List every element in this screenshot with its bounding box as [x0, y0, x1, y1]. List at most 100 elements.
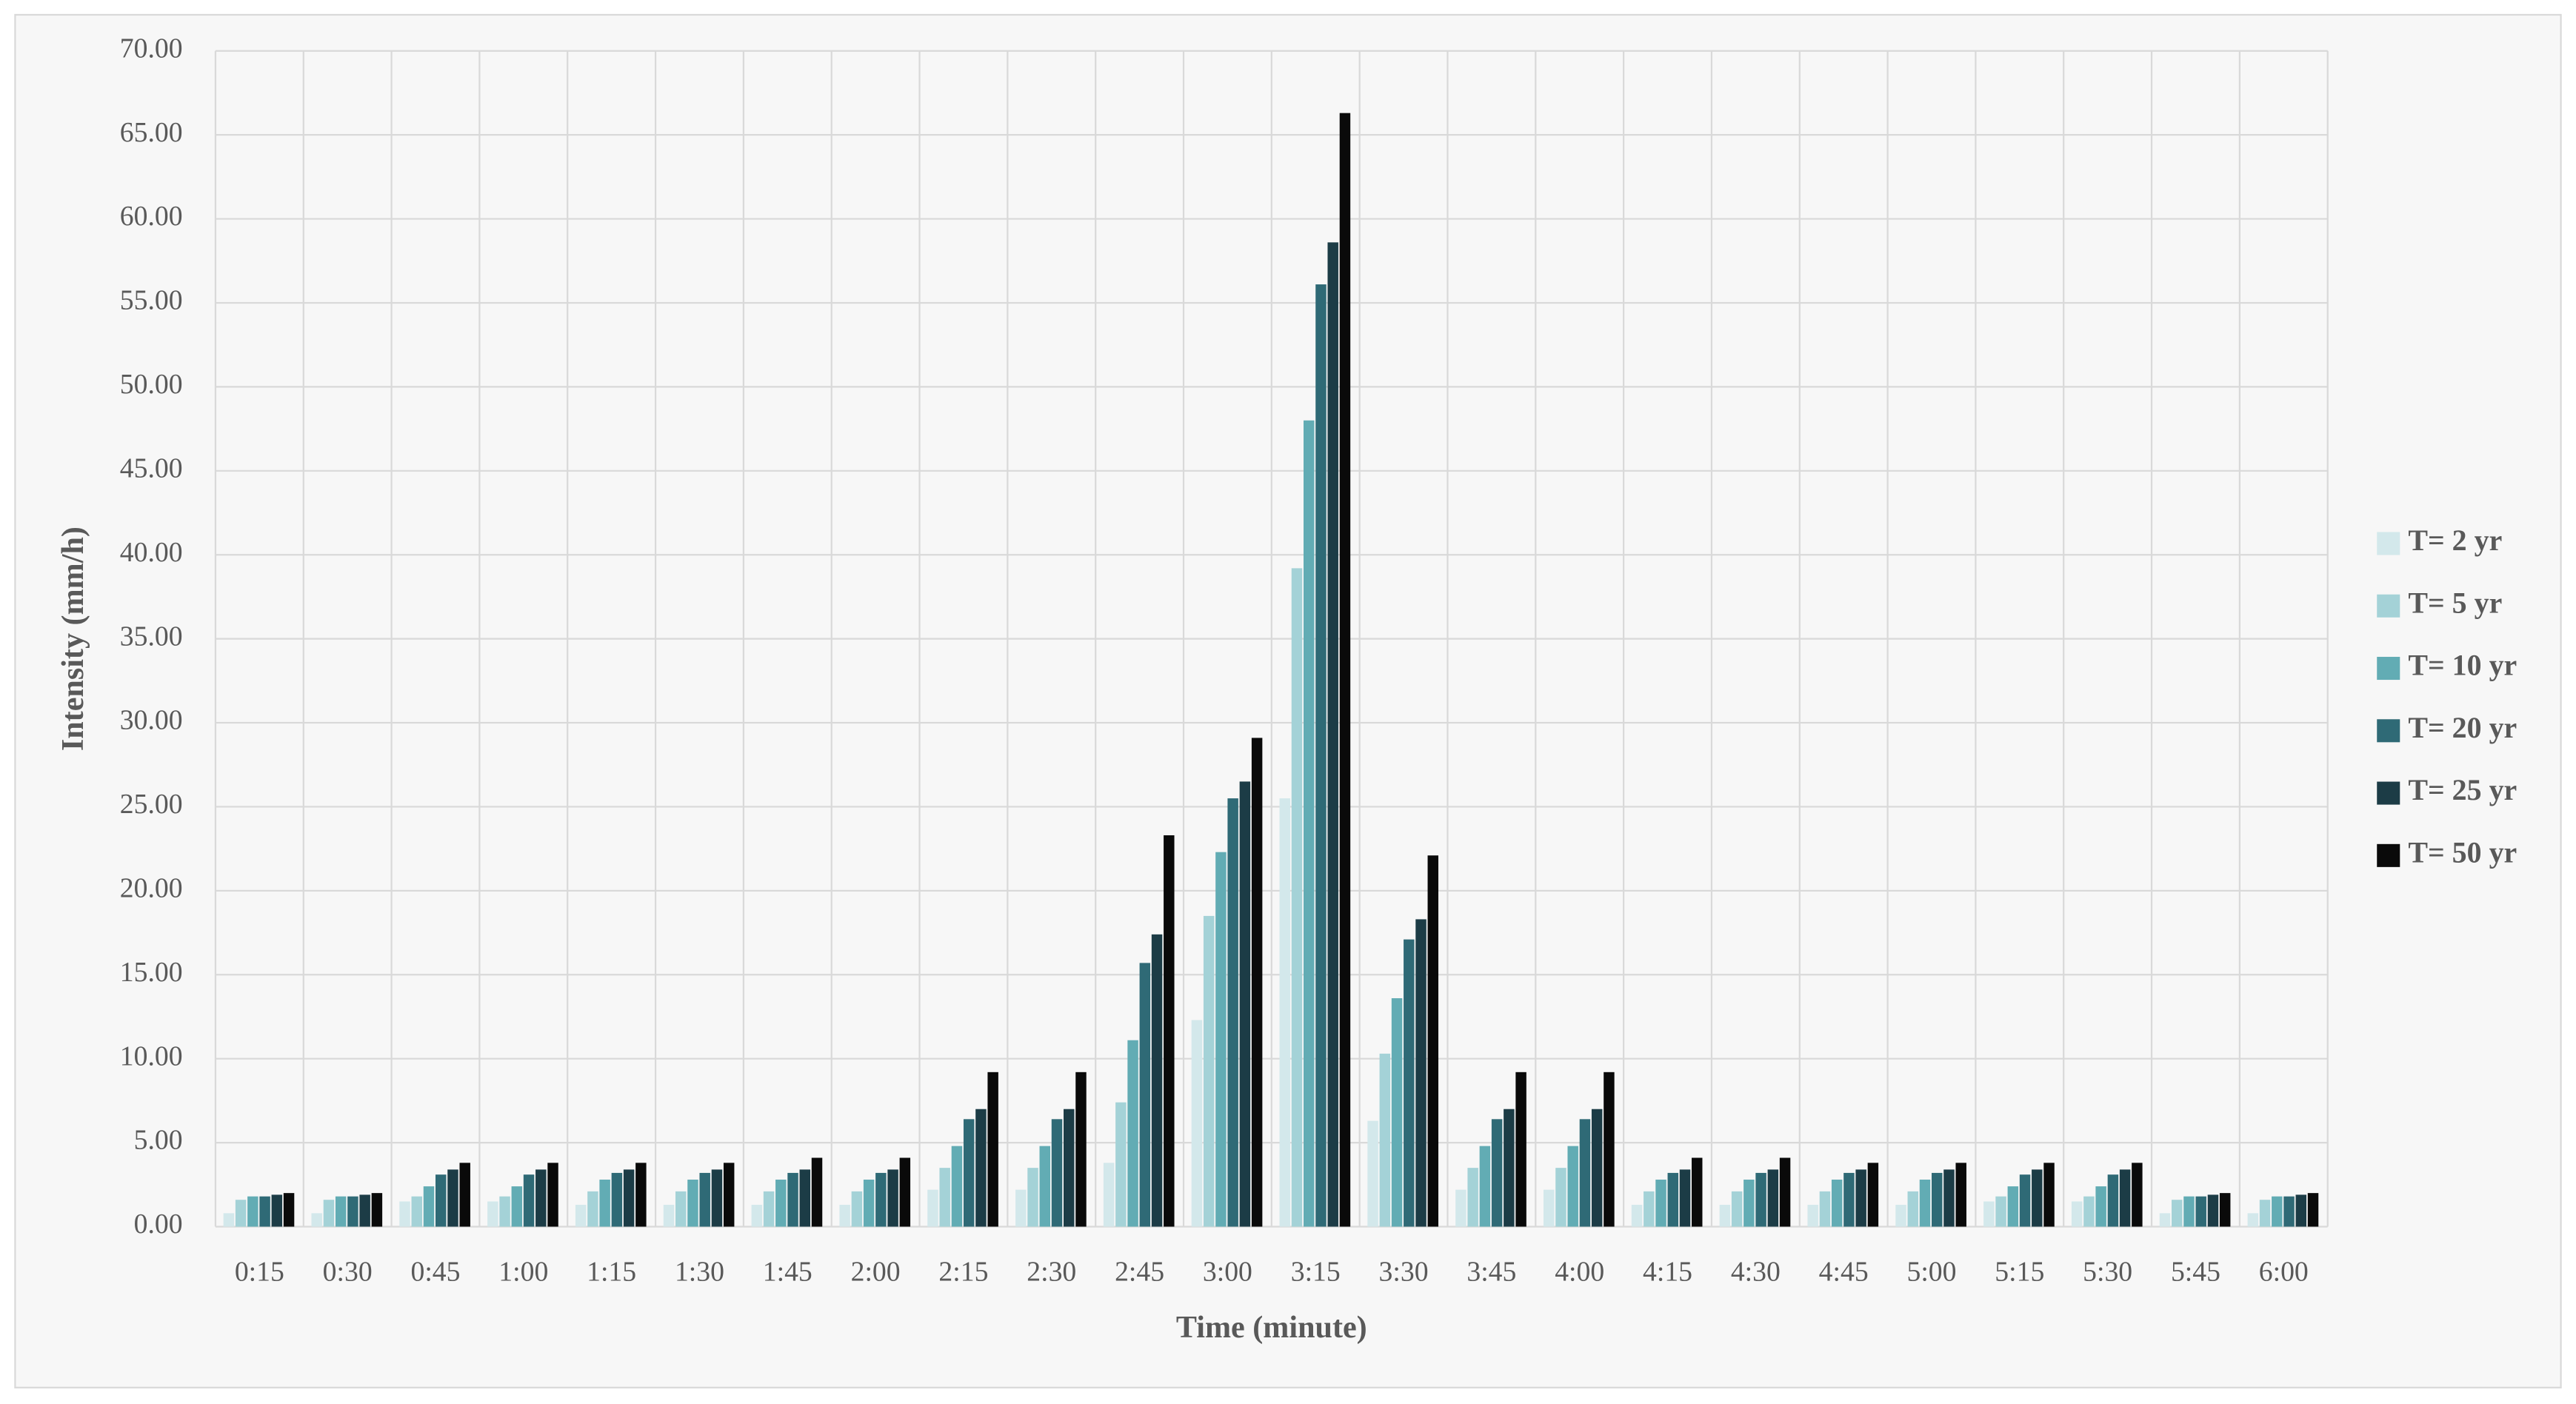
bar: [1075, 1072, 1087, 1227]
bar: [1755, 1172, 1766, 1227]
bar: [235, 1200, 247, 1227]
bar: [1303, 420, 1315, 1227]
bar: [1995, 1196, 2006, 1227]
bar: [699, 1172, 710, 1227]
bar: [399, 1201, 410, 1227]
bar: [635, 1163, 647, 1227]
legend-swatch: [2377, 657, 2400, 681]
legend-swatch: [2377, 532, 2400, 555]
bar: [1932, 1172, 1943, 1227]
bar: [1455, 1189, 1466, 1227]
bar: [1943, 1169, 1955, 1227]
bar: [775, 1179, 787, 1227]
bar: [975, 1109, 987, 1227]
bar: [1215, 852, 1227, 1227]
bar: [675, 1191, 687, 1227]
bar: [1567, 1146, 1578, 1227]
bar: [1164, 835, 1175, 1227]
bar: [1115, 1102, 1127, 1227]
y-tick-label: 35.00: [120, 621, 183, 652]
bar: [283, 1193, 295, 1227]
bar: [436, 1174, 447, 1227]
x-tick-label: 1:00: [498, 1256, 548, 1287]
bar: [1655, 1179, 1666, 1227]
bar: [2083, 1196, 2095, 1227]
bar: [1867, 1163, 1879, 1227]
bar: [927, 1189, 938, 1227]
bar: [2032, 1169, 2043, 1227]
x-tick-label: 5:15: [1995, 1256, 2044, 1287]
bar: [687, 1179, 698, 1227]
bar: [1807, 1205, 1818, 1227]
bar: [2132, 1163, 2143, 1227]
x-tick-label: 0:30: [323, 1256, 373, 1287]
bar: [223, 1213, 235, 1227]
legend-swatch: [2377, 843, 2400, 867]
bar: [1404, 939, 1415, 1227]
bar: [1543, 1189, 1555, 1227]
y-tick-label: 70.00: [120, 33, 183, 64]
bar: [863, 1179, 875, 1227]
x-tick-label: 0:15: [235, 1256, 284, 1287]
bar: [2007, 1186, 2019, 1227]
y-tick-label: 25.00: [120, 789, 183, 820]
bar: [2307, 1193, 2319, 1227]
bar: [1291, 568, 1303, 1227]
bar: [1203, 915, 1215, 1227]
bar: [2171, 1200, 2183, 1227]
bar: [899, 1157, 911, 1227]
bar: [851, 1191, 863, 1227]
bar: [1367, 1120, 1378, 1227]
bar: [2159, 1213, 2171, 1227]
legend-swatch: [2377, 719, 2400, 743]
bar: [611, 1172, 623, 1227]
legend-label: T= 25 yr: [2408, 773, 2517, 806]
bar: [1251, 738, 1263, 1227]
bar: [423, 1186, 435, 1227]
bar: [1679, 1169, 1691, 1227]
bar: [311, 1213, 322, 1227]
bar: [535, 1169, 547, 1227]
bar: [2183, 1196, 2195, 1227]
y-tick-label: 45.00: [120, 452, 183, 484]
bar: [1127, 1040, 1138, 1227]
bar: [963, 1119, 975, 1227]
bar: [1731, 1191, 1743, 1227]
x-tick-label: 4:00: [1555, 1256, 1604, 1287]
bar: [1719, 1205, 1731, 1227]
bar: [1051, 1119, 1063, 1227]
x-tick-label: 3:30: [1379, 1256, 1429, 1287]
bar: [2071, 1201, 2083, 1227]
bar: [1895, 1205, 1906, 1227]
y-tick-label: 20.00: [120, 873, 183, 904]
x-tick-label: 5:30: [2083, 1256, 2132, 1287]
y-tick-label: 65.00: [120, 117, 183, 148]
bar: [1631, 1205, 1643, 1227]
bar: [1103, 1163, 1115, 1227]
y-tick-label: 50.00: [120, 369, 183, 400]
y-tick-label: 5.00: [134, 1125, 183, 1156]
bar: [1027, 1168, 1038, 1227]
bar: [2247, 1213, 2259, 1227]
bar: [1744, 1179, 1755, 1227]
x-tick-label: 3:15: [1291, 1256, 1341, 1287]
y-tick-label: 0.00: [134, 1209, 183, 1240]
bar: [1379, 1053, 1391, 1227]
bar: [723, 1163, 735, 1227]
y-tick-label: 55.00: [120, 285, 183, 316]
bar: [499, 1196, 510, 1227]
bar: [1427, 855, 1439, 1227]
legend-label: T= 50 yr: [2408, 835, 2517, 869]
bar: [575, 1205, 587, 1227]
bar: [799, 1169, 811, 1227]
bar: [763, 1191, 775, 1227]
bar: [1843, 1172, 1855, 1227]
bar: [1579, 1119, 1591, 1227]
bar: [1391, 998, 1403, 1227]
bar: [2195, 1196, 2206, 1227]
bar: [359, 1194, 370, 1227]
bar: [1064, 1109, 1075, 1227]
x-tick-label: 0:45: [410, 1256, 460, 1287]
